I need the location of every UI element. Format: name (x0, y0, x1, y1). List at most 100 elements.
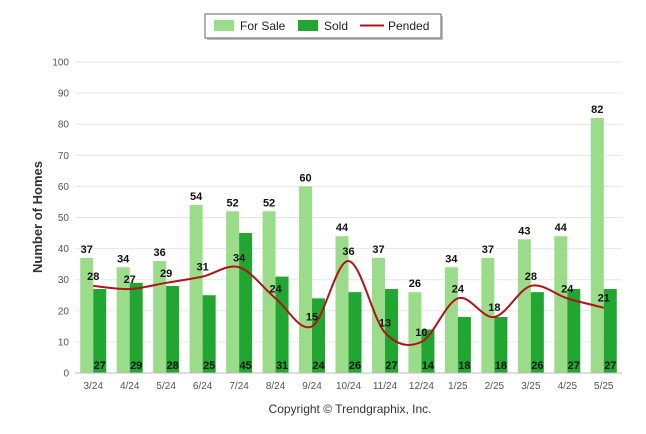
sold-value-label: 27 (385, 360, 397, 372)
y-tick-label: 30 (58, 275, 70, 286)
legend-swatch-sold (298, 20, 318, 31)
y-tick-label: 90 (58, 89, 70, 100)
for-sale-value-label: 37 (81, 244, 93, 256)
data-labels: 37 27 34 29 36 28 54 25 52 45 52 31 60 24 44 26 37 27 26 14… (81, 104, 617, 372)
y-tick-label: 100 (52, 58, 69, 69)
x-tick-label: 3/24 (83, 381, 103, 392)
y-tick-label: 50 (58, 213, 70, 224)
legend-box (204, 13, 442, 39)
sold-bar (567, 289, 581, 373)
sold-bar (457, 317, 471, 373)
x-tick-label: 1/25 (448, 381, 468, 392)
sold-value-label: 24 (312, 360, 325, 372)
pended-value-label: 34 (233, 252, 246, 264)
sold-value-label: 18 (458, 360, 470, 372)
sold-bar (93, 289, 107, 373)
for-sale-bar (371, 257, 385, 373)
x-tick-label: 4/24 (120, 381, 140, 392)
pended-value-label: 31 (197, 262, 209, 274)
pended-value-label: 18 (488, 302, 500, 314)
sold-value-label: 29 (130, 360, 142, 372)
for-sale-value-label: 44 (336, 222, 349, 234)
sold-bar (202, 295, 216, 373)
legend-label-for-sale: For Sale (240, 19, 286, 33)
pended-line (93, 260, 605, 347)
sold-value-label: 45 (239, 360, 251, 372)
sold-value-label: 18 (495, 360, 507, 372)
for-sale-value-label: 34 (445, 253, 458, 265)
sold-value-label: 25 (203, 360, 215, 372)
for-sale-bar (408, 292, 422, 373)
sold-bar (312, 298, 326, 373)
sold-value-label: 28 (167, 360, 179, 372)
x-tick-label: 12/24 (409, 381, 434, 392)
x-tick-label: 7/24 (229, 381, 249, 392)
x-tick-label: 11/24 (373, 381, 398, 392)
x-tick-label: 5/25 (594, 381, 614, 392)
x-tick-label: 10/24 (336, 381, 361, 392)
for-sale-value-label: 37 (482, 244, 494, 256)
x-tick-label: 3/25 (521, 381, 541, 392)
sold-value-label: 26 (531, 360, 543, 372)
x-tick-label: 5/24 (156, 381, 176, 392)
pended-value-label: 28 (87, 271, 99, 283)
for-sale-bar (153, 261, 167, 373)
pended-value-label: 10 (415, 327, 427, 339)
y-tick-label: 0 (63, 369, 69, 380)
pended-value-label: 24 (561, 283, 574, 295)
legend-label-pended: Pended (388, 19, 429, 33)
for-sale-bar (590, 117, 604, 373)
y-tick-label: 60 (58, 182, 70, 193)
x-tick-label: 2/25 (485, 381, 505, 392)
sold-bar (494, 317, 508, 373)
pended-value-label: 28 (525, 271, 537, 283)
sold-bar (603, 289, 617, 373)
for-sale-bar (116, 267, 130, 373)
for-sale-value-label: 36 (154, 247, 166, 259)
pended-value-label: 27 (124, 274, 136, 286)
pended-value-label: 24 (452, 283, 465, 295)
y-tick-label: 40 (58, 244, 70, 255)
pended-value-label: 21 (598, 293, 610, 305)
sold-value-label: 31 (276, 360, 288, 372)
x-axis-ticks: 3/24 4/24 5/24 6/24 7/24 8/24 9/24 10/24 11/24 12… (83, 381, 613, 392)
for-sale-bar (554, 236, 568, 373)
y-tick-label: 10 (58, 337, 70, 348)
sold-bar (384, 289, 398, 373)
pended-line-path (93, 260, 605, 347)
pended-value-label: 13 (379, 318, 391, 330)
pended-value-label: 29 (160, 268, 172, 280)
for-sale-value-label: 37 (372, 244, 384, 256)
legend-swatch-for-sale (214, 20, 234, 31)
sold-bar (129, 282, 143, 373)
y-tick-label: 20 (58, 306, 70, 317)
pended-value-label: 36 (342, 246, 354, 258)
sold-value-label: 26 (349, 360, 361, 372)
for-sale-value-label: 60 (299, 172, 311, 184)
for-sale-value-label: 52 (226, 197, 238, 209)
y-tick-label: 70 (58, 151, 70, 162)
y-axis-label: Number of Homes (30, 161, 45, 273)
for-sale-bar (189, 205, 203, 373)
x-tick-label: 8/24 (266, 381, 286, 392)
x-tick-label: 6/24 (193, 381, 213, 392)
sold-value-label: 27 (568, 360, 580, 372)
sold-bar (348, 292, 362, 373)
pended-value-label: 24 (269, 283, 282, 295)
for-sale-bar (517, 239, 531, 373)
x-tick-label: 9/24 (302, 381, 322, 392)
for-sale-value-label: 52 (263, 197, 275, 209)
for-sale-bar (226, 211, 240, 373)
sold-value-label: 27 (94, 360, 106, 372)
y-tick-label: 80 (58, 120, 70, 131)
for-sale-value-label: 26 (409, 278, 421, 290)
for-sale-value-label: 82 (591, 104, 603, 116)
x-tick-label: 4/25 (558, 381, 578, 392)
for-sale-value-label: 54 (190, 191, 203, 203)
for-sale-bar (444, 267, 458, 373)
for-sale-value-label: 44 (555, 222, 568, 234)
sold-value-label: 14 (422, 360, 435, 372)
for-sale-value-label: 34 (117, 253, 130, 265)
for-sale-bar (299, 186, 313, 373)
